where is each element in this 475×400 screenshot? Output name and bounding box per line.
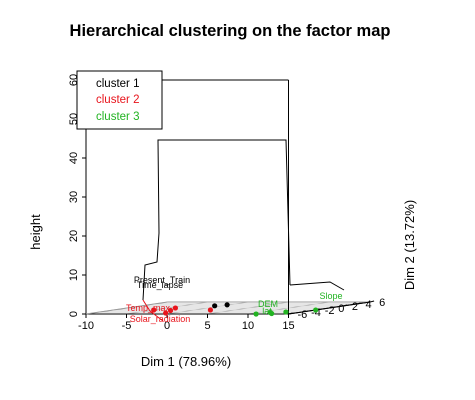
y-tick-label-4: 2 bbox=[352, 301, 358, 313]
y-tick-mark-1 bbox=[301, 310, 307, 313]
cluster-3-tree-branch bbox=[289, 281, 345, 291]
y-tick-label-2: -2 bbox=[325, 305, 335, 317]
point-1 bbox=[212, 303, 218, 309]
z-tick-label-3: 30 bbox=[68, 191, 80, 203]
top-merge-link bbox=[157, 139, 291, 286]
point-8 bbox=[313, 307, 319, 313]
tree-layer bbox=[142, 139, 345, 322]
x-tick-label-2: 0 bbox=[164, 320, 170, 332]
box-left-floor-edge bbox=[85, 301, 168, 315]
point-label-6: lat bbox=[262, 306, 272, 316]
points-layer bbox=[151, 302, 319, 317]
y-tick-mark-3 bbox=[329, 306, 334, 309]
y-tick-label-6: 6 bbox=[379, 297, 385, 309]
legend-item-cluster-1: cluster 1 bbox=[96, 78, 139, 90]
point-label-4: DEM bbox=[258, 299, 278, 309]
x-axis-title: Dim 1 (78.96%) bbox=[141, 354, 231, 369]
z-tick-label-2: 20 bbox=[68, 230, 80, 242]
y-tick-label-5: 4 bbox=[366, 299, 372, 311]
point-6 bbox=[172, 305, 178, 311]
point-9 bbox=[253, 311, 259, 317]
legend-item-cluster-2: cluster 2 bbox=[96, 94, 139, 106]
y-tick-label-1: -4 bbox=[311, 307, 321, 319]
y-tick-mark-5 bbox=[356, 302, 361, 305]
chart-title: Hierarchical clustering on the factor ma… bbox=[70, 22, 391, 40]
legend-box bbox=[76, 70, 163, 130]
point-3 bbox=[167, 307, 174, 314]
legend: cluster 1 cluster 2 cluster 3 bbox=[76, 70, 163, 130]
point-4 bbox=[151, 307, 157, 313]
y-tick-mark-0 bbox=[288, 312, 293, 315]
y-tick-mark-4 bbox=[342, 304, 348, 307]
y-axis-title: Dim 2 (13.72%) bbox=[402, 200, 417, 290]
point-label-2: Temp_max bbox=[126, 303, 171, 313]
point-label-1: Time_lapse bbox=[137, 280, 183, 290]
y-tick-mark-6 bbox=[369, 300, 375, 303]
point-label-0: Present_Train bbox=[134, 275, 190, 285]
x-tick-label-1: -5 bbox=[122, 320, 132, 332]
point-5 bbox=[207, 307, 213, 313]
z-axis-title: height bbox=[28, 214, 43, 250]
point-2 bbox=[163, 310, 169, 316]
z-tick-label-4: 40 bbox=[68, 152, 80, 164]
z-tick-label-0: 0 bbox=[68, 311, 80, 317]
x-tick-label-0: -10 bbox=[78, 320, 94, 332]
point-label-5: Slope bbox=[319, 291, 342, 301]
x-tick-label-4: 10 bbox=[242, 320, 254, 332]
cluster-1-tree-branch bbox=[142, 232, 160, 301]
cluster-2-tree-branch bbox=[142, 299, 164, 322]
point-label-3: Solar_radiation bbox=[130, 314, 191, 324]
x-tick-label-3: 5 bbox=[204, 320, 210, 332]
point-0 bbox=[224, 302, 230, 308]
legend-item-cluster-3: cluster 3 bbox=[96, 111, 139, 123]
z-tick-label-1: 10 bbox=[68, 269, 80, 281]
y-tick-label-0: -6 bbox=[298, 309, 308, 321]
point-11 bbox=[283, 309, 289, 315]
y-tick-label-3: 0 bbox=[338, 303, 344, 315]
x-tick-label-5: 15 bbox=[282, 320, 294, 332]
point-10 bbox=[269, 310, 275, 317]
